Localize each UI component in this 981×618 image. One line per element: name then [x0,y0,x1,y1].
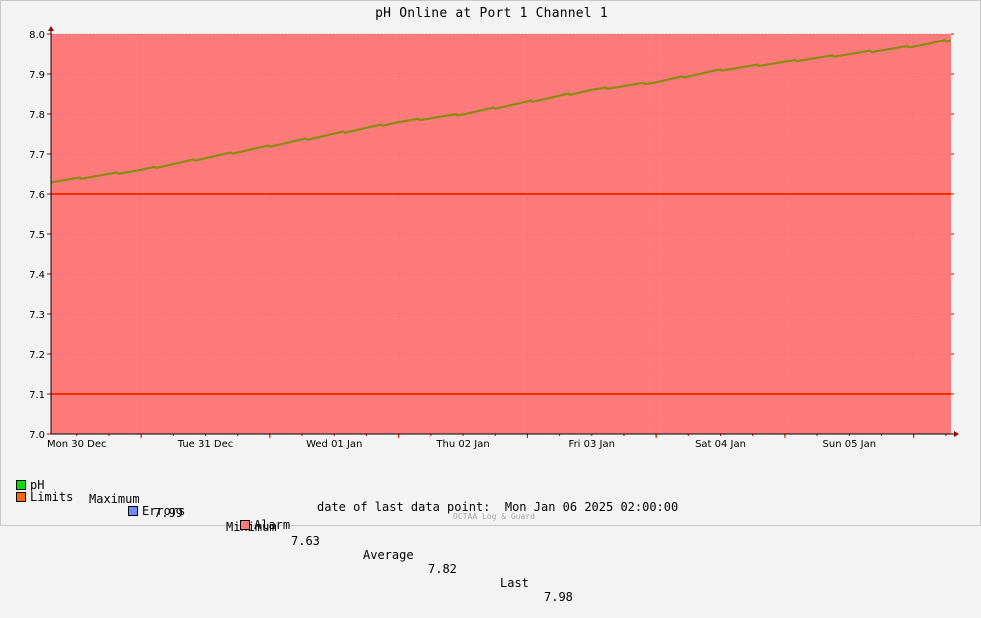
x-tick-label: Wed 01 Jan [306,439,362,450]
limits-swatch-icon [16,492,26,502]
errors-swatch-icon [128,506,138,516]
x-tick-label: Sun 05 Jan [823,439,877,450]
y-tick-label: 7.9 [29,70,45,81]
watermark: OCTAA Log & Guard [453,512,535,521]
legend-limits-label: Limits [30,490,74,504]
legend-max-value: 7.99 [154,506,183,520]
legend-ph: pH [16,478,44,492]
last-data-point-value: Mon Jan 06 2025 02:00:00 [504,500,679,514]
y-tick-label: 7.4 [29,270,45,281]
legend-avg-label: Average [363,548,414,562]
legend-avg-value: 7.82 [428,562,457,576]
legend-limits: Limits [16,490,73,504]
y-tick-label: 8.0 [29,30,45,41]
legend-errors-label: Errors [142,504,186,518]
x-tick-label: Fri 03 Jan [569,439,615,450]
chart-plot: 7.0 7.1 7.2 7.3 7.4 7.5 7.6 7.7 7.8 7.9 8.0 Mon 30… [29,26,959,450]
y-axis-arrow-icon [48,26,54,31]
y-tick-label: 7.3 [29,310,45,321]
x-tick-label: Tue 31 Dec [177,439,234,450]
x-tick-label: Thu 02 Jan [435,439,489,450]
legend-keys-row: Limits Errors Alarm [16,476,290,546]
legend-max-label: Maximum [89,492,140,506]
legend-ph-label: pH [30,478,45,492]
last-data-point: date of last data point: Mon Jan 06 2025… [317,500,678,514]
y-tick-label: 7.0 [29,430,45,441]
y-tick-label: 7.6 [29,190,45,201]
last-data-point-label: date of last data point: [317,500,491,514]
x-tick-label: Mon 30 Dec [47,439,107,450]
legend-errors: Errors [128,504,185,518]
x-axis-arrow-icon [954,431,959,437]
legend-last-value: 7.98 [544,590,573,604]
chart-window: pH Online at Port 1 Channel 1 7.0 7.1 7.2 7… [0,0,981,604]
y-tick-label: 7.1 [29,390,45,401]
legend-min-value: 7.63 [291,534,320,548]
legend-last-label: Last [500,576,529,590]
series-line-ph [50,39,952,184]
y-tick-label: 7.2 [29,350,45,361]
y-tick-label: 7.5 [29,230,45,241]
ph-swatch-icon [16,480,26,490]
y-tick-label: 7.8 [29,110,45,121]
x-tick-label: Sat 04 Jan [695,439,746,450]
y-tick-label: 7.7 [29,150,45,161]
alarm-swatch-icon [240,520,250,530]
chart-title: pH Online at Port 1 Channel 1 [375,6,608,21]
